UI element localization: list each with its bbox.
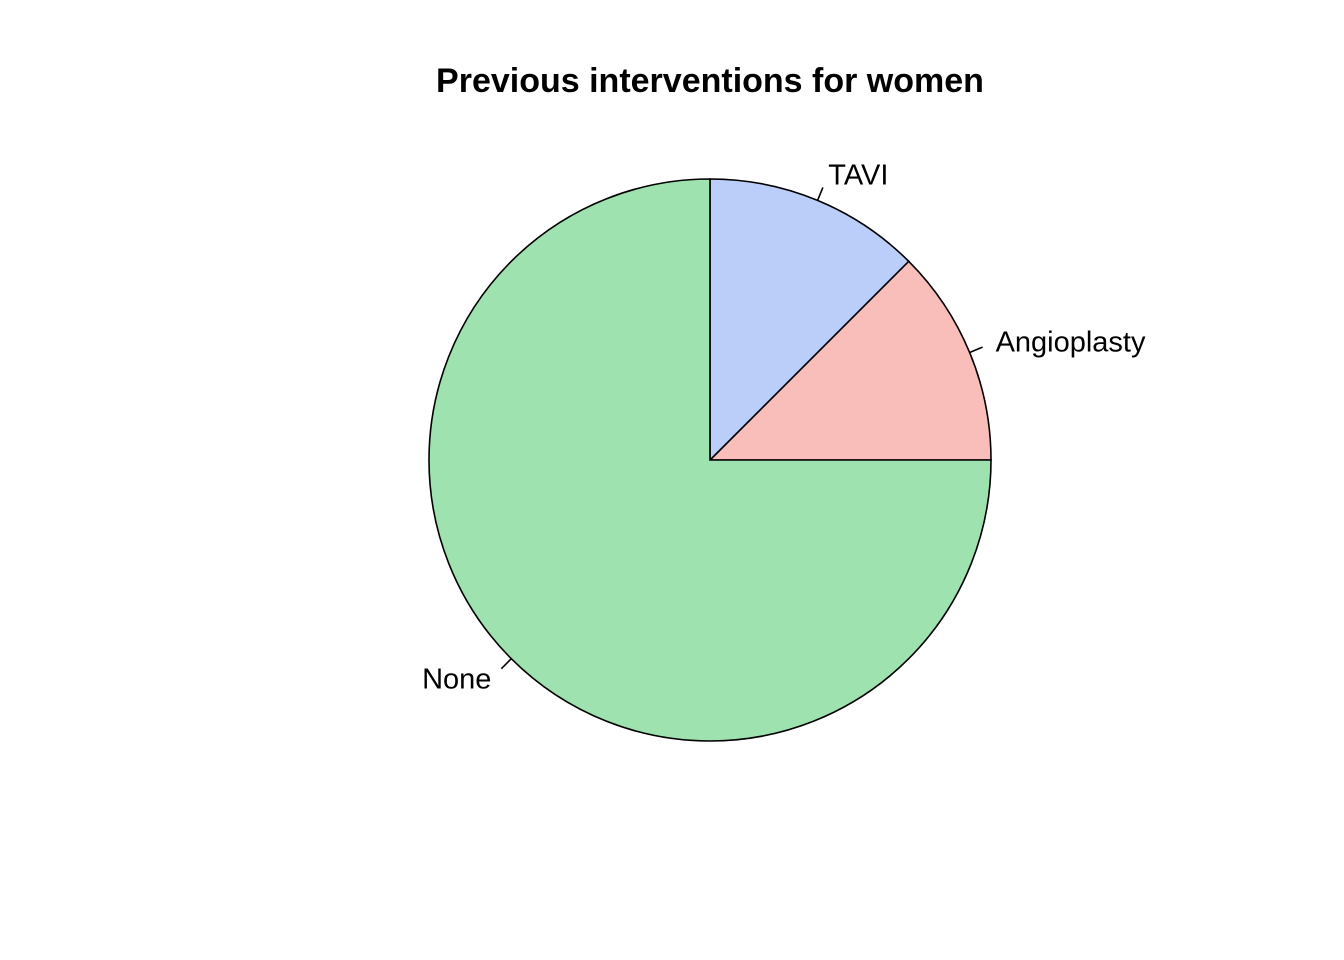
leader-line-none bbox=[500, 658, 512, 670]
pie-labels: Angioplasty TAVI None bbox=[422, 159, 1146, 695]
pie-slice-none bbox=[428, 178, 992, 742]
slice-label-tavi: TAVI bbox=[828, 159, 888, 191]
pie-slices bbox=[428, 178, 992, 742]
leader-line-tavi bbox=[816, 187, 824, 201]
pie-slice-tavi bbox=[709, 178, 910, 462]
leader-line-angioplasty bbox=[969, 346, 983, 354]
pie-leader-lines bbox=[500, 187, 983, 670]
pie-slice-angioplasty bbox=[708, 260, 992, 461]
slice-label-none: None bbox=[422, 664, 491, 696]
chart-title: Previous interventions for women bbox=[436, 62, 984, 100]
slice-label-angioplasty: Angioplasty bbox=[996, 327, 1146, 359]
